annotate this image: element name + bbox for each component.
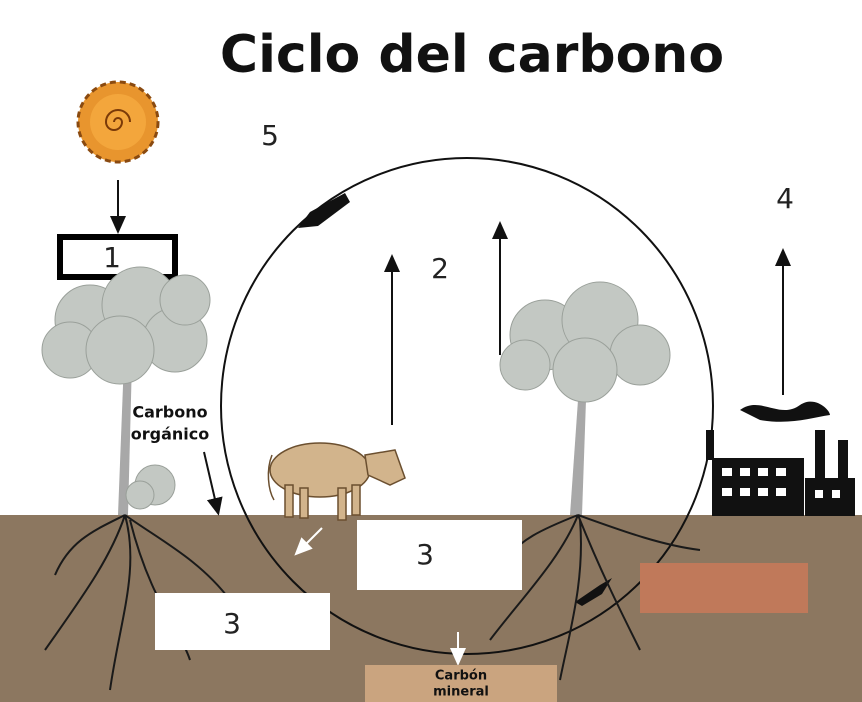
label: 3: [223, 607, 241, 640]
label: 2: [431, 252, 449, 285]
factory: [706, 402, 855, 516]
label: 1: [103, 241, 121, 274]
tree: [42, 267, 210, 515]
label-box: [155, 593, 330, 650]
title: Ciclo del carbono: [220, 25, 724, 85]
organic-carbon-label: orgánico: [131, 425, 209, 444]
label: 3: [416, 538, 434, 571]
sun: [78, 82, 158, 162]
label: 5: [261, 119, 279, 152]
cow: [268, 443, 405, 520]
cycle-arrow: [298, 193, 350, 228]
label: 4: [776, 182, 794, 215]
organic-arrow: [204, 452, 217, 508]
organic-carbon-label: Carbono: [132, 403, 207, 422]
label-box: [357, 520, 522, 590]
mineral-carbon-label: Carbón: [435, 669, 487, 684]
carbon-cycle-diagram: Ciclo del carbono 1 2 4 5: [0, 0, 862, 702]
tree: [500, 282, 670, 515]
mineral-carbon-label: mineral: [433, 685, 489, 700]
fossil-box: [640, 563, 808, 613]
